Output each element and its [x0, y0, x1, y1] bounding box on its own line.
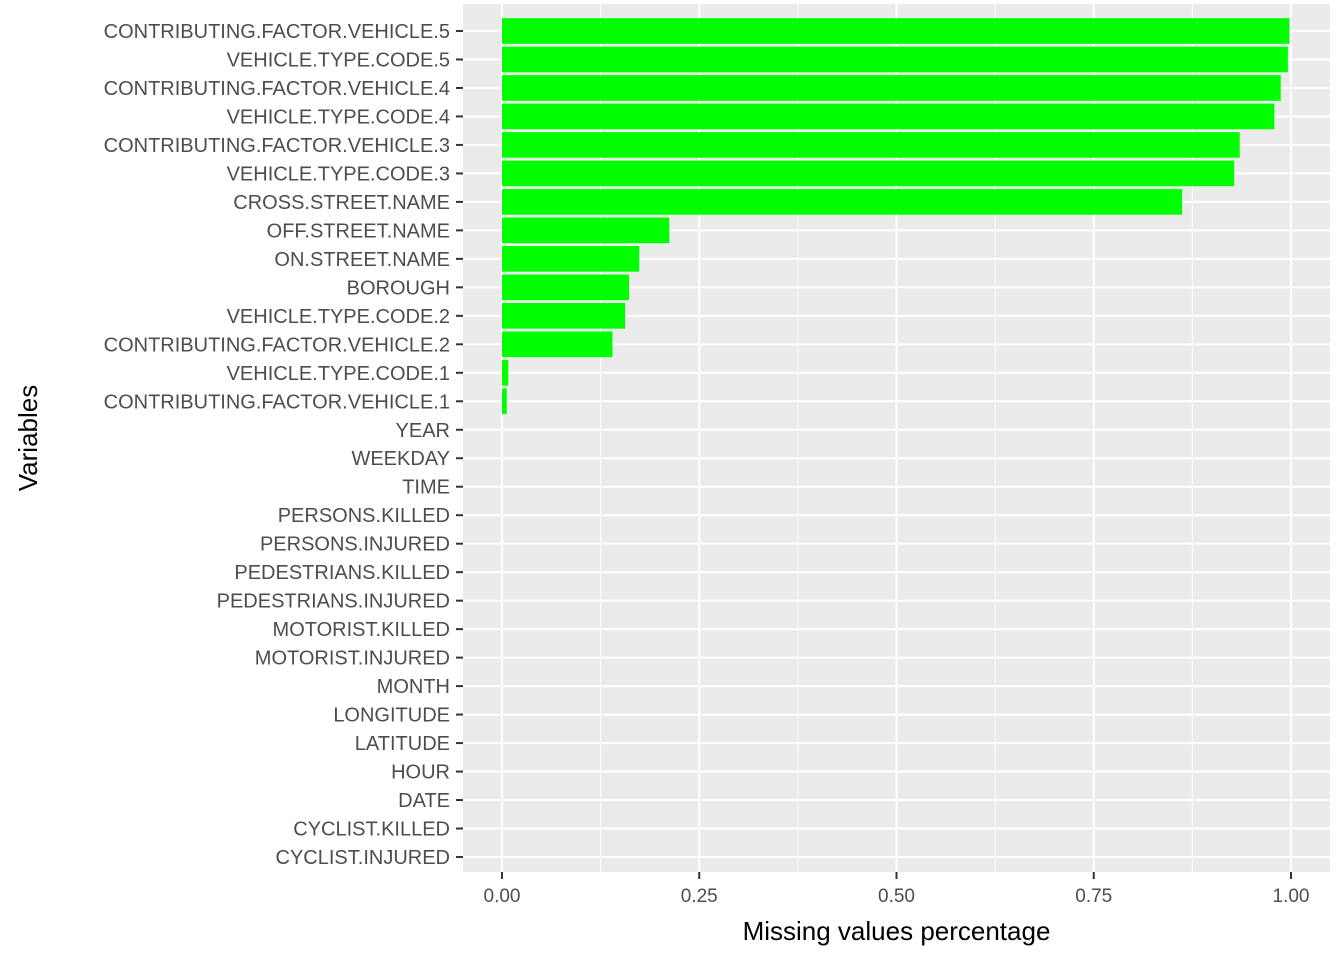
x-tick-label: 1.00	[1273, 886, 1310, 907]
y-tick-label: PERSONS.INJURED	[260, 534, 450, 556]
x-tick-label: 0.00	[484, 886, 521, 907]
bar	[502, 246, 640, 272]
bar	[502, 359, 509, 386]
y-tick-label: VEHICLE.TYPE.CODE.1	[227, 363, 450, 385]
bar	[502, 274, 630, 301]
y-tick-label: VEHICLE.TYPE.CODE.3	[227, 163, 450, 185]
y-tick-label: CYCLIST.INJURED	[276, 847, 450, 869]
y-tick-label: BOROUGH	[347, 277, 450, 299]
y-tick-label: PEDESTRIANS.KILLED	[234, 562, 450, 584]
x-tick-label: 0.75	[1075, 886, 1112, 907]
y-tick-label: CONTRIBUTING.FACTOR.VEHICLE.4	[104, 78, 450, 100]
y-tick-label: CYCLIST.KILLED	[293, 819, 450, 841]
y-tick-label: ON.STREET.NAME	[274, 249, 450, 271]
y-tick-label: CONTRIBUTING.FACTOR.VEHICLE.2	[104, 334, 450, 356]
bar	[502, 388, 507, 415]
y-tick-label: HOUR	[391, 762, 450, 784]
y-tick-label: MOTORIST.KILLED	[273, 619, 450, 641]
y-tick-label: CONTRIBUTING.FACTOR.VEHICLE.5	[104, 21, 450, 43]
y-tick-label: LATITUDE	[355, 733, 450, 755]
y-tick-label: VEHICLE.TYPE.CODE.5	[227, 49, 450, 71]
bar	[502, 18, 1290, 44]
bar	[502, 160, 1235, 187]
y-tick-label: WEEKDAY	[351, 448, 450, 470]
y-axis: CONTRIBUTING.FACTOR.VEHICLE.5 VEHICLE.TYP…	[104, 21, 463, 869]
y-tick-label: OFF.STREET.NAME	[267, 220, 450, 242]
y-tick-label: CROSS.STREET.NAME	[233, 192, 450, 214]
x-axis: 0.00 0.25 0.50 0.75 1.00	[484, 872, 1310, 907]
y-tick-label: VEHICLE.TYPE.CODE.2	[227, 306, 450, 328]
y-tick-label: CONTRIBUTING.FACTOR.VEHICLE.3	[104, 135, 450, 157]
y-tick-label: MOTORIST.INJURED	[255, 648, 450, 670]
y-tick-label: PEDESTRIANS.INJURED	[217, 591, 450, 613]
bar	[502, 189, 1183, 215]
bar	[502, 331, 613, 358]
bar	[502, 303, 626, 329]
bar	[502, 75, 1281, 101]
y-tick-label: LONGITUDE	[333, 705, 450, 727]
y-tick-label: TIME	[402, 477, 450, 499]
bar	[502, 46, 1288, 73]
y-axis-title: Variables	[13, 385, 43, 491]
y-tick-label: MONTH	[377, 676, 450, 698]
bar	[502, 217, 670, 244]
bar	[502, 103, 1275, 130]
bar	[502, 132, 1240, 158]
y-tick-label: PERSONS.KILLED	[278, 505, 450, 527]
y-tick-label: DATE	[398, 790, 450, 812]
y-tick-label: VEHICLE.TYPE.CODE.4	[227, 106, 450, 128]
y-tick-label: YEAR	[396, 420, 450, 442]
bars	[502, 18, 1290, 415]
x-tick-label: 0.25	[681, 886, 718, 907]
x-tick-label: 0.50	[878, 886, 915, 907]
y-tick-label: CONTRIBUTING.FACTOR.VEHICLE.1	[104, 391, 450, 413]
x-axis-title: Missing values percentage	[743, 916, 1051, 946]
